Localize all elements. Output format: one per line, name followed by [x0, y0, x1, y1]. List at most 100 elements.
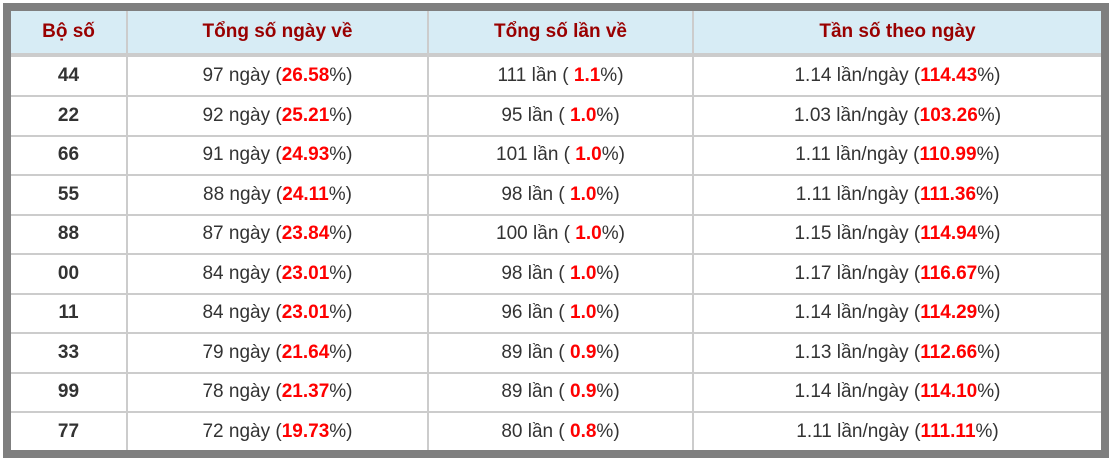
cell-text: 89 lần ( [501, 341, 570, 363]
cell-text: %) [601, 144, 625, 166]
cell-text: %) [976, 144, 1000, 166]
cell-text: 1.14 lần/ngày ( [794, 381, 921, 403]
cell-text: 92 ngày ( [202, 104, 282, 126]
percent-value: 112.66 [920, 341, 978, 363]
cell-text: 72 ngày ( [202, 420, 282, 442]
percent-value: 26.58 [281, 65, 330, 87]
cell-text: %) [328, 183, 352, 205]
cell-text: %) [596, 262, 620, 284]
freq-cell: 1.14 lần/ngày (114.29%) [692, 292, 1101, 334]
times-cell: 89 lần ( 0.9%) [427, 332, 693, 373]
percent-value: 23.84 [281, 223, 330, 245]
cell-text: %) [977, 262, 1001, 284]
cell-text: 98 lần ( [501, 262, 570, 284]
pair-cell: 88 [11, 213, 127, 255]
times-cell: 111 lần ( 1.1%) [427, 55, 693, 97]
cell-text: %) [329, 65, 353, 87]
days-cell: 84 ngày (23.01%) [126, 253, 428, 294]
cell-text: 1.17 lần/ngày ( [794, 262, 921, 284]
table-row: 22 92 ngày (25.21%) 95 lần ( 1.0%) 1.03 lần… [11, 95, 1101, 136]
cell-text: %) [596, 341, 620, 363]
percent-value: 19.73 [281, 420, 330, 442]
percent-value: 110.99 [919, 144, 977, 166]
percent-value: 24.11 [282, 183, 329, 205]
days-cell: 97 ngày (26.58%) [126, 55, 428, 97]
times-cell: 98 lần ( 1.0%) [427, 174, 693, 215]
percent-value: 0.8 [570, 420, 597, 442]
pair-cell: 33 [11, 332, 127, 373]
column-header-freq: Tần số theo ngày [692, 11, 1101, 57]
lottery-stats-frame: Bộ số Tổng số ngày về Tổng số lần về Tần… [3, 3, 1109, 458]
percent-value: 1.0 [570, 262, 597, 284]
cell-text: 96 lần ( [501, 302, 570, 324]
cell-text: 1.15 lần/ngày ( [794, 223, 921, 245]
days-cell: 91 ngày (24.93%) [126, 134, 428, 176]
pair-cell: 44 [11, 55, 127, 97]
percent-value: 0.9 [570, 381, 597, 403]
freq-cell: 1.15 lần/ngày (114.94%) [692, 213, 1101, 255]
percent-value: 1.1 [573, 65, 601, 87]
freq-cell: 1.11 lần/ngày (111.11%) [692, 411, 1101, 450]
cell-text: %) [596, 302, 620, 324]
cell-text: %) [977, 302, 1001, 324]
percent-value: 114.94 [920, 223, 978, 245]
times-cell: 89 lần ( 0.9%) [427, 371, 693, 413]
column-header-days: Tổng số ngày về [126, 11, 428, 57]
times-cell: 98 lần ( 1.0%) [427, 253, 693, 294]
table-header: Bộ số Tổng số ngày về Tổng số lần về Tần… [11, 11, 1101, 57]
pair-cell: 66 [11, 134, 127, 176]
pair-cell: 11 [11, 292, 127, 334]
days-cell: 88 ngày (24.11%) [126, 174, 428, 215]
days-cell: 87 ngày (23.84%) [126, 213, 428, 255]
pair-cell: 55 [11, 174, 127, 215]
percent-value: 116.67 [920, 262, 978, 284]
percent-value: 25.21 [281, 104, 330, 126]
freq-cell: 1.11 lần/ngày (111.36%) [692, 174, 1101, 215]
cell-text: 101 lần ( [496, 144, 576, 166]
cell-text: %) [329, 341, 353, 363]
cell-text: %) [329, 144, 353, 166]
lottery-stats-table: Bộ số Tổng số ngày về Tổng số lần về Tần… [11, 11, 1101, 450]
cell-text: %) [329, 420, 353, 442]
freq-cell: 1.14 lần/ngày (114.43%) [692, 55, 1101, 97]
times-cell: 80 lần ( 0.8%) [427, 411, 693, 450]
cell-text: 1.11 lần/ngày ( [795, 144, 920, 166]
cell-text: 95 lần ( [501, 104, 570, 126]
percent-value: 114.43 [920, 65, 978, 87]
table-row: 00 84 ngày (23.01%) 98 lần ( 1.0%) 1.17 lần… [11, 253, 1101, 294]
times-cell: 96 lần ( 1.0%) [427, 292, 693, 334]
cell-text: 88 ngày ( [203, 183, 283, 205]
cell-text: %) [596, 183, 620, 205]
cell-text: %) [977, 104, 1002, 126]
percent-value: 24.93 [281, 144, 330, 166]
freq-cell: 1.13 lần/ngày (112.66%) [692, 332, 1101, 373]
cell-text: %) [329, 302, 353, 324]
cell-text: %) [596, 420, 620, 442]
cell-text: %) [329, 381, 353, 403]
percent-value: 1.0 [570, 302, 597, 324]
cell-text: 78 ngày ( [202, 381, 282, 403]
table-row: 99 78 ngày (21.37%) 89 lần ( 0.9%) 1.14 lần… [11, 371, 1101, 413]
percent-value: 1.0 [570, 183, 597, 205]
cell-text: %) [977, 65, 1001, 87]
cell-text: %) [601, 223, 625, 245]
freq-cell: 1.03 lần/ngày (103.26%) [692, 95, 1101, 136]
cell-text: 1.03 lần/ngày ( [793, 104, 920, 126]
percent-value: 111.36 [920, 183, 977, 205]
cell-text: 100 lần ( [496, 223, 576, 245]
times-cell: 100 lần ( 1.0%) [427, 213, 693, 255]
percent-value: 111.11 [920, 420, 976, 442]
header-row: Bộ số Tổng số ngày về Tổng số lần về Tần… [11, 11, 1101, 57]
column-header-pair: Bộ số [11, 11, 127, 57]
percent-value: 23.01 [281, 262, 330, 284]
table-row: 33 79 ngày (21.64%) 89 lần ( 0.9%) 1.13 lần… [11, 332, 1101, 373]
freq-cell: 1.14 lần/ngày (114.10%) [692, 371, 1101, 413]
percent-value: 103.26 [919, 104, 978, 126]
cell-text: 111 lần ( [497, 65, 574, 87]
cell-text: %) [975, 420, 999, 442]
cell-text: 89 lần ( [501, 381, 570, 403]
cell-text: 84 ngày ( [202, 302, 282, 324]
percent-value: 21.64 [281, 341, 330, 363]
percent-value: 1.0 [575, 223, 602, 245]
cell-text: 1.11 lần/ngày ( [795, 183, 921, 205]
